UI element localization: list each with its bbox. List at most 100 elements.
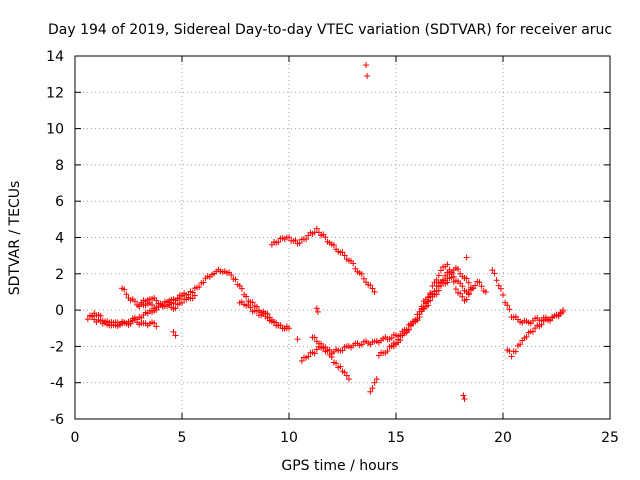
data-point [333,360,340,367]
data-point [478,283,485,290]
data-point [495,282,502,289]
data-point [500,291,506,298]
data-point [292,237,299,244]
data-point [97,312,104,319]
data-point [283,325,290,332]
data-point [189,289,196,296]
data-point [232,276,239,283]
y-tick-label: 2 [55,267,64,283]
data-point [446,266,453,273]
data-point [506,306,513,313]
series-arc-d [136,299,185,313]
data-point [84,316,91,323]
data-point [313,225,320,232]
data-point [459,283,466,290]
x-tick-label: 10 [280,430,298,446]
data-point [397,337,404,344]
data-point [407,321,414,328]
data-point [286,234,292,241]
data-point [367,388,374,395]
data-point [191,292,198,299]
series-arc-e [236,298,290,332]
data-point [298,357,305,364]
data-point [247,304,254,311]
data-point [457,290,464,297]
data-point [123,291,130,298]
data-point [311,334,318,341]
data-point [476,279,483,286]
data-point [459,293,466,300]
data-point [425,294,432,301]
data-point [489,267,496,274]
data-point [538,321,545,328]
data-point [196,284,203,291]
data-points [84,62,566,403]
data-point [358,270,365,277]
y-tick-label: 4 [55,231,64,247]
data-point [433,287,440,294]
series-arc-f [268,225,378,295]
data-point [373,376,380,383]
data-point [388,334,395,341]
data-point [318,340,325,347]
data-point [465,291,472,298]
data-point [448,271,455,278]
data-point [388,343,395,350]
data-point [369,285,376,292]
data-point [330,242,337,249]
data-point [470,285,477,292]
data-point [461,396,468,403]
data-point [238,285,245,292]
y-tick-label: 12 [46,85,64,101]
y-tick-label: -6 [50,412,64,428]
data-point [450,278,457,285]
data-point [364,72,371,79]
data-point [89,312,96,319]
data-point [305,353,312,360]
data-point [277,322,284,329]
data-point [427,289,434,296]
data-point [350,260,357,267]
data-point [127,318,134,325]
data-point [465,279,472,286]
grid-lines [75,56,610,419]
data-point [497,285,504,292]
y-tick-labels: -6 -4 -2 0 2 4 6 8 10 12 14 [46,49,64,428]
y-axis-label: SDTVAR / TECUs [7,181,23,296]
data-point [416,311,423,318]
data-point [482,288,489,295]
data-point [172,332,179,339]
data-point [341,252,348,259]
x-tick-label: 15 [387,430,405,446]
data-point [414,315,421,322]
series-arc-k [418,261,477,310]
data-point [463,254,470,261]
data-point [179,299,185,306]
data-point [149,301,156,308]
data-point [343,372,350,379]
y-tick-label: 14 [46,49,64,65]
y-tick-label: 0 [55,303,64,319]
data-point [504,302,511,309]
data-point [508,353,515,360]
data-point [153,306,160,313]
data-point [460,392,467,399]
series-arc-i [375,264,477,359]
y-tick-label: 6 [55,194,64,210]
chart-title: Day 194 of 2019, Sidereal Day-to-day VTE… [48,22,612,38]
x-tick-label: 20 [494,430,512,446]
data-point [313,305,320,312]
data-point [315,229,322,236]
data-point [455,266,462,273]
data-point [371,288,378,295]
data-point [326,346,333,353]
data-point [151,320,158,327]
data-point [170,328,177,335]
data-point [463,275,470,282]
data-point [345,376,352,383]
data-point [131,298,138,305]
data-point [179,293,185,300]
x-tick-labels: 0 5 10 15 20 25 [71,430,619,446]
data-point [339,249,346,256]
data-point [437,267,444,274]
